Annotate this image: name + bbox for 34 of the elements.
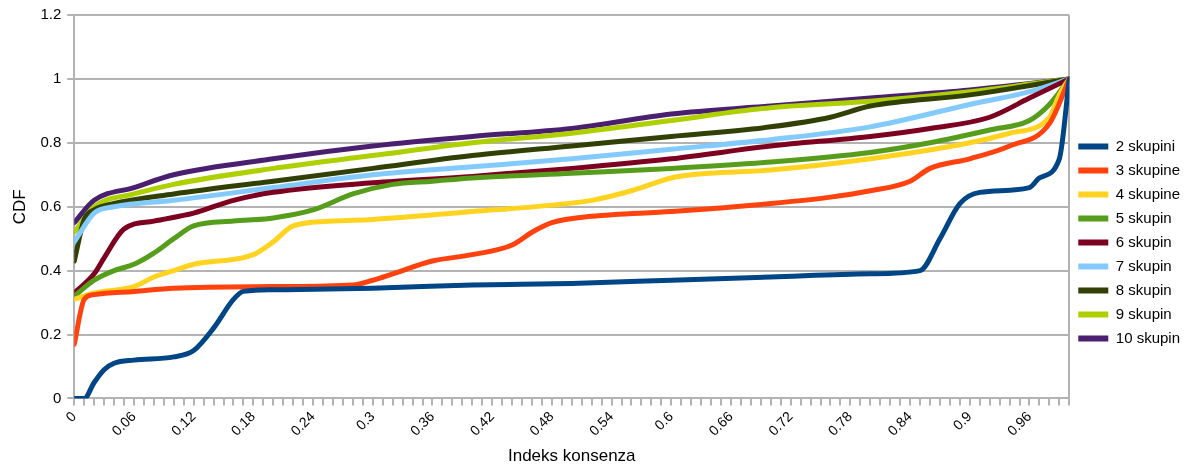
x-tick-label: 0.6 (651, 407, 677, 434)
y-tick-label: 0.6 (40, 196, 62, 214)
x-tick-label: 0.18 (227, 407, 259, 439)
legend-label: 9 skupin (1115, 304, 1172, 322)
legend-label: 8 skupin (1115, 280, 1172, 298)
x-tick-label: 0.12 (167, 407, 199, 439)
x-tick-label: 0.54 (585, 407, 617, 439)
legend-label: 2 skupini (1115, 136, 1175, 154)
x-tick-label: 0.96 (1003, 407, 1035, 439)
legend-label: 3 skupine (1115, 160, 1181, 178)
x-tick-label: 0.84 (884, 407, 916, 439)
y-tick-label: 0.8 (40, 132, 62, 150)
legend-label: 10 skupin (1115, 328, 1181, 346)
x-tick-label: 0.3 (352, 407, 378, 434)
x-tick-label: 0.72 (764, 407, 796, 439)
y-tick-label: 1.2 (40, 5, 62, 23)
x-tick-label: 0.78 (824, 407, 856, 439)
legend-label: 6 skupin (1115, 232, 1172, 250)
x-axis-title: Indeks konsenza (507, 446, 637, 466)
x-tick-label: 0.48 (526, 407, 557, 439)
legend-label: 7 skupin (1115, 256, 1172, 274)
y-tick-label: 0.4 (40, 260, 62, 278)
legend-label: 5 skupin (1115, 208, 1172, 226)
x-tick-label: 0.9 (949, 407, 975, 434)
legend-label: 4 skupine (1115, 184, 1181, 202)
x-tick-label: 0.66 (705, 407, 736, 439)
y-axis-title: CDF (9, 189, 29, 225)
x-tick-label: 0.24 (287, 407, 319, 439)
y-tick-label: 0 (52, 388, 62, 406)
x-tick-label: 0.36 (406, 407, 438, 439)
y-tick-label: 1 (52, 69, 62, 87)
y-tick-label: 0.2 (40, 324, 62, 342)
x-tick-label: 0.42 (466, 407, 498, 439)
x-tick-label: 0.06 (108, 407, 139, 439)
